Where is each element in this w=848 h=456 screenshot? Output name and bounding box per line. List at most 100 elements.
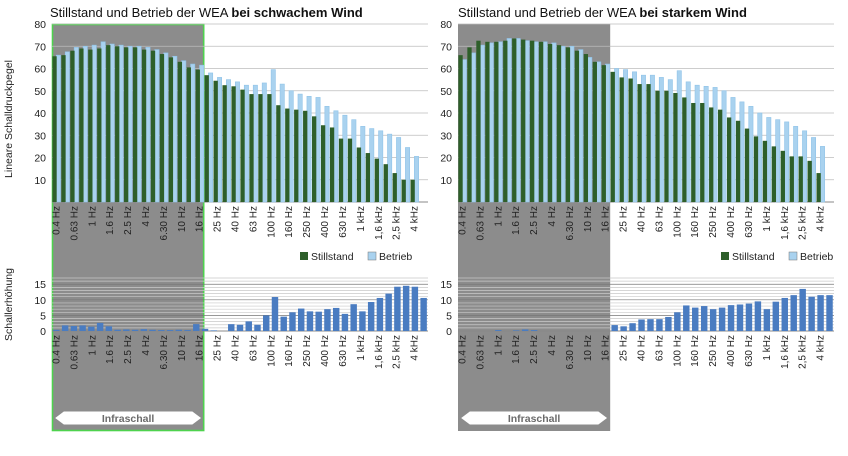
- bar-stillstand: [655, 90, 660, 202]
- x-tick-label: 16 Hz: [195, 335, 206, 361]
- top-ytick-label: 80: [34, 19, 46, 31]
- bar-stillstand: [789, 156, 794, 202]
- x-tick-label: 1 Hz: [87, 206, 98, 227]
- bar-erhoehung: [341, 313, 349, 331]
- bar-erhoehung: [105, 326, 113, 331]
- top-ytick-label: 70: [34, 41, 46, 53]
- bar-stillstand: [619, 77, 624, 202]
- bar-stillstand: [52, 56, 57, 203]
- top-ytick-label: 40: [440, 108, 452, 120]
- bar-betrieb: [694, 84, 700, 203]
- x-tick-label: 2,5 kHz: [798, 335, 809, 369]
- bar-stillstand: [458, 55, 463, 203]
- bar-stillstand: [610, 71, 615, 203]
- bar-erhoehung: [114, 329, 121, 331]
- x-tick-label: 400 Hz: [726, 206, 737, 238]
- bar-erhoehung: [790, 295, 797, 331]
- legend-label-betrieb: Betrieb: [379, 251, 412, 263]
- bar-erhoehung: [367, 302, 375, 331]
- bar-erhoehung: [665, 316, 672, 331]
- bar-betrieb: [154, 49, 160, 203]
- legend-label-stillstand: Stillstand: [732, 251, 775, 263]
- bar-erhoehung: [280, 316, 287, 331]
- bar-betrieb: [387, 133, 393, 203]
- bar-erhoehung: [709, 309, 717, 331]
- top-ytick-label: 70: [440, 41, 452, 53]
- bar-erhoehung: [727, 305, 735, 331]
- bar-betrieb: [542, 41, 548, 203]
- bar-stillstand: [392, 173, 397, 202]
- bar-stillstand: [628, 78, 633, 202]
- bar-betrieb: [703, 86, 709, 203]
- bar-stillstand: [494, 41, 499, 202]
- bar-stillstand: [240, 89, 245, 202]
- x-tick-label: 160 Hz: [690, 335, 701, 367]
- x-tick-label: 160 Hz: [284, 335, 295, 367]
- x-tick-label: 400 Hz: [320, 206, 331, 238]
- chart-title-bold: bei starkem Wind: [639, 5, 747, 20]
- bar-betrieb: [315, 97, 321, 203]
- x-tick-label: 10 Hz: [177, 335, 188, 361]
- bar-erhoehung: [193, 324, 200, 331]
- bar-erhoehung: [210, 330, 217, 331]
- top-ytick-label: 40: [34, 108, 46, 120]
- x-tick-label: 2.5 Hz: [529, 335, 540, 364]
- bar-betrieb: [721, 90, 727, 203]
- x-tick-label: 63 Hz: [654, 335, 665, 361]
- x-tick-label: 4 kHz: [816, 335, 827, 361]
- bar-erhoehung: [700, 306, 708, 331]
- x-tick-label: 1 kHz: [356, 335, 367, 361]
- bar-stillstand: [565, 47, 571, 202]
- bar-stillstand: [329, 127, 335, 202]
- x-tick-label: 2.5 Hz: [529, 206, 540, 235]
- top-ytick-label: 10: [34, 175, 46, 187]
- chart-panel-2: Stillstand und Betrieb der WEA bei stark…: [440, 5, 834, 431]
- bar-stillstand: [88, 49, 93, 203]
- legend-swatch-stillstand: [721, 252, 729, 260]
- infraschall-label: Infraschall: [102, 413, 155, 425]
- bar-stillstand: [267, 94, 272, 202]
- bar-stillstand: [637, 84, 642, 202]
- bar-erhoehung: [692, 307, 699, 331]
- bar-erhoehung: [96, 322, 104, 331]
- bar-stillstand: [744, 128, 750, 202]
- bar-erhoehung: [245, 321, 252, 331]
- bar-erhoehung: [402, 285, 410, 331]
- bar-erhoehung: [611, 325, 618, 331]
- bar-erhoehung: [70, 326, 78, 331]
- chart-title: Stillstand und Betrieb der WEA bei schwa…: [50, 5, 363, 20]
- bar-stillstand: [177, 61, 183, 203]
- bar-betrieb: [181, 60, 187, 203]
- top-ytick-label: 30: [34, 130, 46, 142]
- bar-stillstand: [312, 116, 317, 202]
- x-tick-label: 25 Hz: [213, 206, 224, 232]
- bar-erhoehung: [817, 295, 824, 331]
- bar-erhoehung: [254, 324, 261, 331]
- bar-stillstand: [807, 160, 812, 202]
- bar-stillstand: [159, 54, 165, 202]
- bar-erhoehung: [376, 297, 384, 331]
- x-tick-label: 1 Hz: [493, 206, 504, 227]
- bar-erhoehung: [799, 288, 806, 331]
- bar-erhoehung: [495, 330, 502, 331]
- bar-stillstand: [718, 109, 723, 202]
- bar-stillstand: [726, 117, 732, 202]
- bar-betrieb: [551, 42, 557, 203]
- bar-erhoehung: [289, 312, 296, 331]
- bar-stillstand: [347, 138, 353, 202]
- bar-erhoehung: [53, 329, 60, 331]
- x-tick-label: 4 kHz: [410, 206, 421, 232]
- x-tick-label: 160 Hz: [690, 206, 701, 238]
- x-tick-label: 2,5 kHz: [798, 206, 809, 240]
- bar-betrieb: [524, 40, 530, 203]
- bar-stillstand: [691, 102, 696, 202]
- bar-stillstand: [204, 75, 209, 202]
- x-tick-label: 1 Hz: [493, 335, 504, 356]
- bar-erhoehung: [512, 330, 520, 331]
- bar-erhoehung: [772, 301, 780, 331]
- bottom-ytick-label: 0: [446, 326, 452, 338]
- x-tick-label: 25 Hz: [619, 206, 630, 232]
- bar-erhoehung: [149, 329, 156, 331]
- bar-betrieb: [405, 147, 411, 203]
- x-tick-label: 63 Hz: [248, 335, 259, 361]
